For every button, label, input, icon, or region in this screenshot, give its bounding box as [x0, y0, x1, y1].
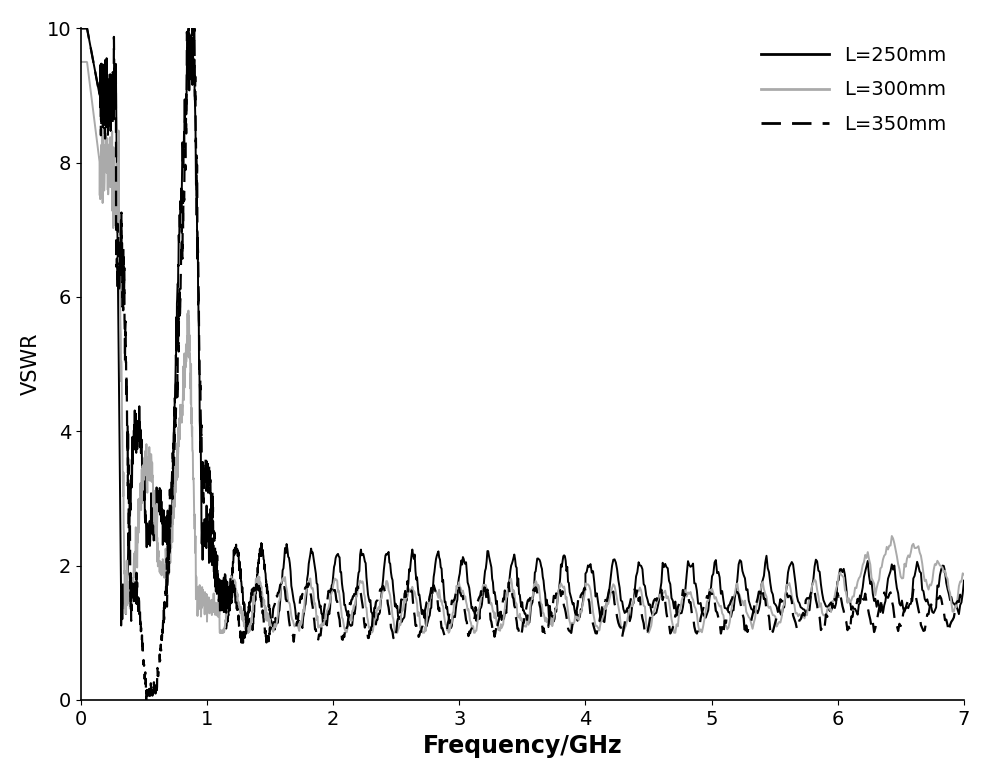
L=300mm	[958, 570, 970, 580]
L=300mm	[76, 57, 88, 66]
L=300mm	[202, 605, 214, 614]
Line: L=250mm: L=250mm	[82, 28, 964, 633]
L=250mm	[958, 576, 970, 585]
L=250mm	[235, 574, 247, 583]
L=250mm	[134, 439, 146, 449]
L=300mm	[214, 628, 226, 637]
L=250mm	[203, 559, 215, 568]
L=350mm	[97, 57, 109, 66]
Line: L=350mm: L=350mm	[82, 28, 964, 700]
L=250mm	[202, 517, 214, 527]
Y-axis label: VSWR: VSWR	[21, 333, 41, 396]
L=350mm	[76, 23, 88, 33]
L=350mm	[364, 626, 376, 636]
L=350mm	[134, 619, 146, 629]
L=300mm	[364, 622, 376, 632]
L=350mm	[958, 590, 970, 599]
L=350mm	[203, 460, 215, 469]
X-axis label: Frequency/GHz: Frequency/GHz	[422, 734, 622, 758]
L=250mm	[76, 23, 88, 33]
L=350mm	[235, 629, 247, 638]
L=300mm	[235, 605, 247, 615]
L=250mm	[242, 628, 254, 637]
Line: L=300mm: L=300mm	[82, 62, 964, 633]
L=300mm	[134, 492, 146, 501]
L=250mm	[97, 102, 109, 111]
L=300mm	[203, 597, 215, 606]
Legend: L=250mm, L=300mm, L=350mm: L=250mm, L=300mm, L=350mm	[753, 38, 954, 142]
L=250mm	[364, 597, 376, 606]
L=300mm	[97, 130, 109, 139]
L=350mm	[202, 467, 214, 476]
L=350mm	[141, 695, 153, 704]
